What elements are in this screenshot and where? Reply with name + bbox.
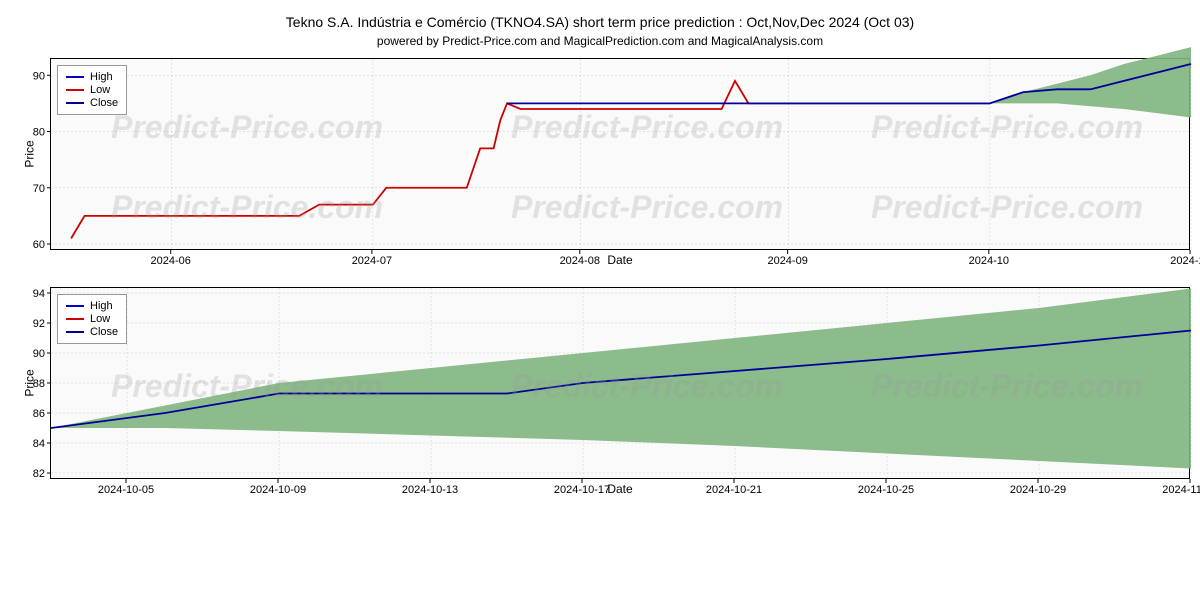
svg-text:2024-08: 2024-08 <box>560 255 600 267</box>
legend-row: Low <box>66 313 118 325</box>
chart2-svg: 82848688909294 <box>51 288 1191 478</box>
svg-text:2024-10-25: 2024-10-25 <box>858 484 914 496</box>
svg-text:94: 94 <box>33 288 45 300</box>
svg-text:2024-06: 2024-06 <box>151 255 191 267</box>
legend-row: Low <box>66 84 118 96</box>
legend-row: Close <box>66 326 118 338</box>
svg-text:84: 84 <box>33 438 45 450</box>
svg-text:2024-10-05: 2024-10-05 <box>98 484 154 496</box>
legend-label-high: High <box>90 300 113 312</box>
legend-swatch-close <box>66 102 84 104</box>
chart1-ylabel: Price <box>23 140 37 167</box>
legend-row: High <box>66 300 118 312</box>
svg-text:2024-10-09: 2024-10-09 <box>250 484 306 496</box>
svg-text:2024-09: 2024-09 <box>767 255 807 267</box>
chart2-ylabel: Price <box>23 369 37 396</box>
svg-text:90: 90 <box>33 348 45 360</box>
legend-swatch-high <box>66 305 84 307</box>
svg-text:82: 82 <box>33 468 45 480</box>
legend-swatch-low <box>66 318 84 320</box>
legend-swatch-close <box>66 331 84 333</box>
chart1-xlabel: Date <box>50 253 1190 267</box>
legend-row: High <box>66 71 118 83</box>
svg-text:92: 92 <box>33 318 45 330</box>
svg-text:2024-11-01: 2024-11-01 <box>1162 484 1200 496</box>
chart-container: Tekno S.A. Indústria e Comércio (TKNO4.S… <box>10 14 1190 496</box>
chart1-svg: 60708090 <box>51 59 1191 249</box>
legend-row: Close <box>66 97 118 109</box>
chart-panel-1: Price High Low Close Predict-Price.com P… <box>50 58 1190 250</box>
svg-text:2024-10-29: 2024-10-29 <box>1010 484 1066 496</box>
svg-text:70: 70 <box>33 183 45 195</box>
chart1-legend: High Low Close <box>57 65 127 115</box>
svg-text:90: 90 <box>33 70 45 82</box>
svg-text:2024-07: 2024-07 <box>352 255 392 267</box>
svg-text:80: 80 <box>33 127 45 139</box>
svg-text:60: 60 <box>33 239 45 251</box>
chart-subtitle: powered by Predict-Price.com and Magical… <box>10 34 1190 48</box>
legend-label-high: High <box>90 71 113 83</box>
svg-text:2024-10-21: 2024-10-21 <box>706 484 762 496</box>
legend-label-low: Low <box>90 84 110 96</box>
svg-text:2024-11: 2024-11 <box>1170 255 1200 267</box>
chart2-legend: High Low Close <box>57 294 127 344</box>
legend-label-close: Close <box>90 326 118 338</box>
svg-text:86: 86 <box>33 408 45 420</box>
svg-text:2024-10-17: 2024-10-17 <box>554 484 610 496</box>
legend-label-close: Close <box>90 97 118 109</box>
svg-text:2024-10: 2024-10 <box>969 255 1009 267</box>
legend-swatch-low <box>66 89 84 91</box>
chart-panel-2: Price High Low Close Predict-Price.com P… <box>50 287 1190 479</box>
svg-text:2024-10-13: 2024-10-13 <box>402 484 458 496</box>
chart-title: Tekno S.A. Indústria e Comércio (TKNO4.S… <box>10 14 1190 30</box>
legend-label-low: Low <box>90 313 110 325</box>
legend-swatch-high <box>66 76 84 78</box>
